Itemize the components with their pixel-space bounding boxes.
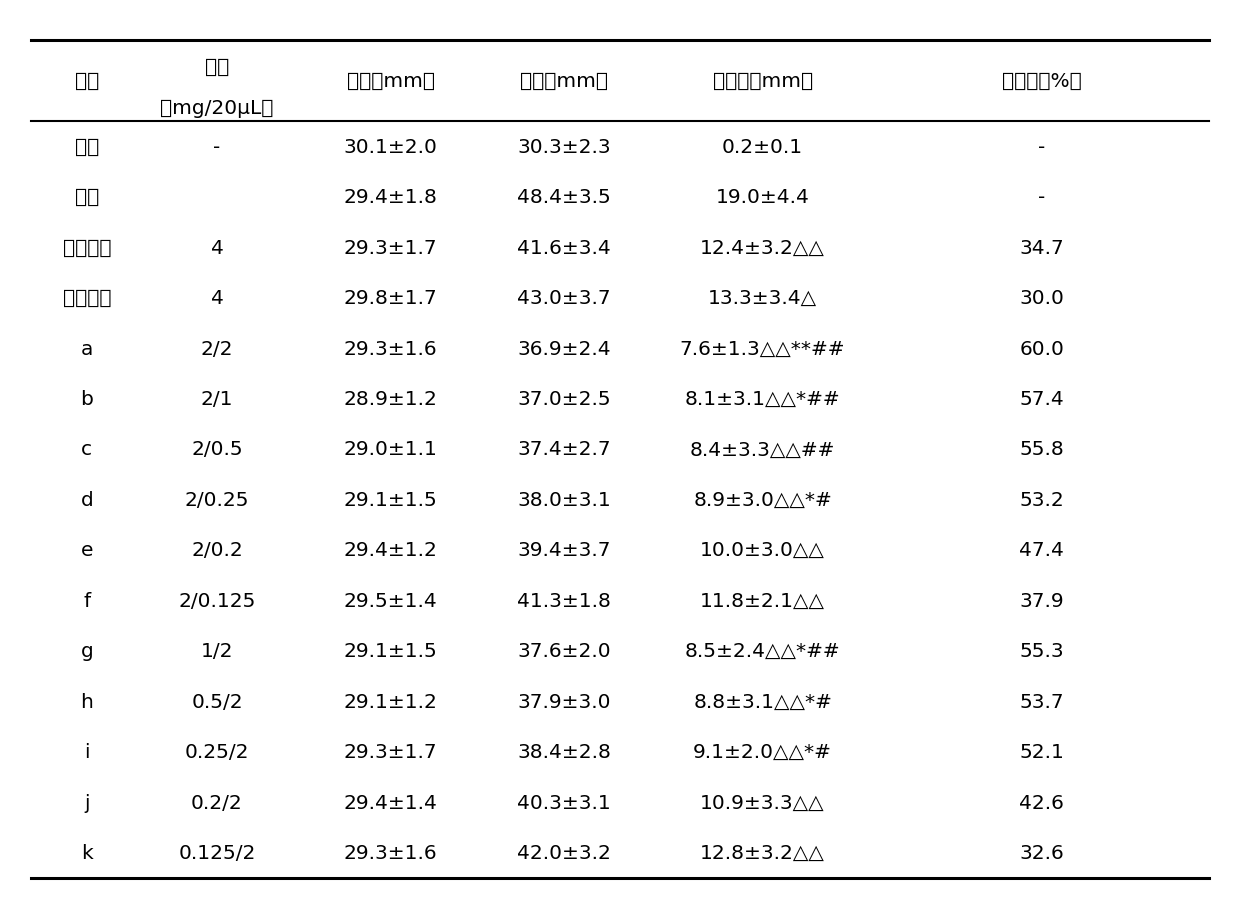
Text: 4: 4 <box>211 238 223 257</box>
Text: 55.8: 55.8 <box>1019 440 1064 459</box>
Text: 37.0±2.5: 37.0±2.5 <box>517 389 611 408</box>
Text: 克立硼罗: 克立硼罗 <box>62 289 112 308</box>
Text: 8.4±3.3△△##: 8.4±3.3△△## <box>689 440 836 459</box>
Text: 38.4±2.8: 38.4±2.8 <box>517 742 611 761</box>
Text: k: k <box>81 843 93 862</box>
Text: 57.4: 57.4 <box>1019 389 1064 408</box>
Text: 13.3±3.4△: 13.3±3.4△ <box>708 289 817 308</box>
Text: -: - <box>213 137 221 156</box>
Text: 42.6: 42.6 <box>1019 793 1064 812</box>
Text: 11.8±2.1△△: 11.8±2.1△△ <box>701 591 825 610</box>
Text: 左耳（mm）: 左耳（mm） <box>347 71 434 91</box>
Text: 48.4±3.5: 48.4±3.5 <box>517 188 611 207</box>
Text: 8.1±3.1△△*##: 8.1±3.1△△*## <box>684 389 841 408</box>
Text: 37.4±2.7: 37.4±2.7 <box>517 440 611 459</box>
Text: 29.1±1.5: 29.1±1.5 <box>343 641 438 660</box>
Text: g: g <box>81 641 93 660</box>
Text: 53.2: 53.2 <box>1019 490 1064 509</box>
Text: 42.0±3.2: 42.0±3.2 <box>517 843 611 862</box>
Text: 29.3±1.7: 29.3±1.7 <box>343 742 438 761</box>
Text: 52.1: 52.1 <box>1019 742 1064 761</box>
Text: 37.6±2.0: 37.6±2.0 <box>517 641 611 660</box>
Text: 40.3±3.1: 40.3±3.1 <box>517 793 611 812</box>
Text: 9.1±2.0△△*#: 9.1±2.0△△*# <box>693 742 832 761</box>
Text: 29.8±1.7: 29.8±1.7 <box>343 289 438 308</box>
Text: （mg/20μL）: （mg/20μL） <box>160 98 274 118</box>
Text: 0.2/2: 0.2/2 <box>191 793 243 812</box>
Text: 0.5/2: 0.5/2 <box>191 692 243 711</box>
Text: 2/0.125: 2/0.125 <box>179 591 255 610</box>
Text: 2/0.2: 2/0.2 <box>191 541 243 560</box>
Text: a: a <box>81 340 93 358</box>
Text: 模型: 模型 <box>74 188 99 207</box>
Text: 53.7: 53.7 <box>1019 692 1064 711</box>
Text: 37.9: 37.9 <box>1019 591 1064 610</box>
Text: c: c <box>82 440 92 459</box>
Text: b: b <box>81 389 93 408</box>
Text: 8.5±2.4△△*##: 8.5±2.4△△*## <box>684 641 841 660</box>
Text: 2/0.5: 2/0.5 <box>191 440 243 459</box>
Text: -: - <box>1038 188 1045 207</box>
Text: 空白: 空白 <box>74 137 99 156</box>
Text: 0.125/2: 0.125/2 <box>179 843 255 862</box>
Text: 29.3±1.6: 29.3±1.6 <box>343 340 438 358</box>
Text: -: - <box>1038 137 1045 156</box>
Text: 41.6±3.4: 41.6±3.4 <box>517 238 611 257</box>
Text: 2/0.25: 2/0.25 <box>185 490 249 509</box>
Text: 29.4±1.4: 29.4±1.4 <box>343 793 438 812</box>
Text: 抑制率（%）: 抑制率（%） <box>1002 71 1081 91</box>
Text: 10.9±3.3△△: 10.9±3.3△△ <box>701 793 825 812</box>
Text: 右耳（mm）: 右耳（mm） <box>521 71 608 91</box>
Text: 30.1±2.0: 30.1±2.0 <box>343 137 438 156</box>
Text: h: h <box>81 692 93 711</box>
Text: 32.6: 32.6 <box>1019 843 1064 862</box>
Text: 28.9±1.2: 28.9±1.2 <box>343 389 438 408</box>
Text: 0.25/2: 0.25/2 <box>185 742 249 761</box>
Text: 29.1±1.2: 29.1±1.2 <box>343 692 438 711</box>
Text: 4: 4 <box>211 289 223 308</box>
Text: 7.6±1.3△△**##: 7.6±1.3△△**## <box>680 340 846 358</box>
Text: 34.7: 34.7 <box>1019 238 1064 257</box>
Text: 37.9±3.0: 37.9±3.0 <box>517 692 611 711</box>
Text: f: f <box>83 591 91 610</box>
Text: 29.5±1.4: 29.5±1.4 <box>343 591 438 610</box>
Text: 剂量: 剂量 <box>205 58 229 78</box>
Text: 55.3: 55.3 <box>1019 641 1064 660</box>
Text: 12.8±3.2△△: 12.8±3.2△△ <box>701 843 825 862</box>
Text: 1/2: 1/2 <box>201 641 233 660</box>
Text: 29.3±1.6: 29.3±1.6 <box>343 843 438 862</box>
Text: 2/1: 2/1 <box>201 389 233 408</box>
Text: 12.4±3.2△△: 12.4±3.2△△ <box>701 238 825 257</box>
Text: 29.0±1.1: 29.0±1.1 <box>343 440 438 459</box>
Text: 60.0: 60.0 <box>1019 340 1064 358</box>
Text: 47.4: 47.4 <box>1019 541 1064 560</box>
Text: d: d <box>81 490 93 509</box>
Text: 29.4±1.2: 29.4±1.2 <box>343 541 438 560</box>
Text: 8.9±3.0△△*#: 8.9±3.0△△*# <box>693 490 832 509</box>
Text: 29.4±1.8: 29.4±1.8 <box>343 188 438 207</box>
Text: 43.0±3.7: 43.0±3.7 <box>517 289 611 308</box>
Text: 10.0±3.0△△: 10.0±3.0△△ <box>701 541 825 560</box>
Text: 19.0±4.4: 19.0±4.4 <box>715 188 810 207</box>
Text: 30.0: 30.0 <box>1019 289 1064 308</box>
Text: 组别: 组别 <box>74 71 99 91</box>
Text: 0.2±0.1: 0.2±0.1 <box>722 137 804 156</box>
Text: 41.3±1.8: 41.3±1.8 <box>517 591 611 610</box>
Text: 30.3±2.3: 30.3±2.3 <box>517 137 611 156</box>
Text: 肿胀度（mm）: 肿胀度（mm） <box>713 71 812 91</box>
Text: e: e <box>81 541 93 560</box>
Text: 29.1±1.5: 29.1±1.5 <box>343 490 438 509</box>
Text: 36.9±2.4: 36.9±2.4 <box>517 340 611 358</box>
Text: 39.4±3.7: 39.4±3.7 <box>517 541 611 560</box>
Text: 托法替尼: 托法替尼 <box>62 238 112 257</box>
Text: j: j <box>84 793 89 812</box>
Text: 8.8±3.1△△*#: 8.8±3.1△△*# <box>693 692 832 711</box>
Text: 29.3±1.7: 29.3±1.7 <box>343 238 438 257</box>
Text: i: i <box>84 742 89 761</box>
Text: 38.0±3.1: 38.0±3.1 <box>517 490 611 509</box>
Text: 2/2: 2/2 <box>201 340 233 358</box>
